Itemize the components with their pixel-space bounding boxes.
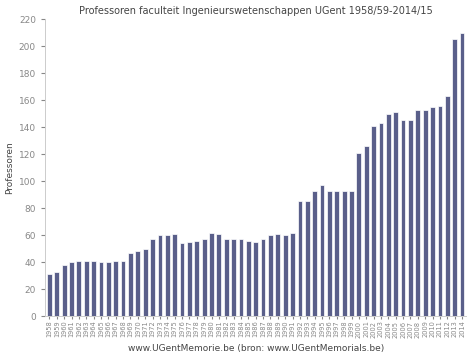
Bar [209, 233, 214, 316]
Bar [180, 243, 185, 316]
Bar [312, 191, 317, 316]
Bar [231, 239, 236, 316]
Bar [106, 262, 111, 316]
Bar [187, 242, 192, 316]
Bar [47, 274, 52, 316]
Bar [217, 234, 221, 316]
Bar [194, 241, 199, 316]
Bar [238, 239, 244, 316]
Bar [386, 114, 391, 316]
Bar [165, 235, 170, 316]
Bar [135, 252, 140, 316]
Bar [364, 146, 369, 316]
Bar [430, 107, 435, 316]
Bar [121, 261, 126, 316]
Bar [356, 153, 361, 316]
Bar [438, 106, 442, 316]
Bar [276, 234, 280, 316]
Bar [408, 120, 413, 316]
Bar [84, 261, 89, 316]
Title: Professoren faculteit Ingenieurswetenschappen UGent 1958/59-2014/15: Professoren faculteit Ingenieurswetensch… [79, 5, 433, 15]
Bar [415, 109, 420, 316]
Bar [423, 109, 428, 316]
Bar [305, 201, 310, 316]
Bar [460, 33, 464, 316]
Bar [143, 249, 148, 316]
Bar [99, 262, 103, 316]
Bar [290, 233, 295, 316]
Bar [54, 272, 59, 316]
Y-axis label: Professoren: Professoren [6, 141, 15, 194]
Bar [393, 112, 398, 316]
Bar [327, 191, 332, 316]
Bar [202, 239, 207, 316]
Bar [283, 235, 287, 316]
X-axis label: www.UGentMemorie.be (bron: www.UGentMemorials.be): www.UGentMemorie.be (bron: www.UGentMemo… [127, 344, 384, 354]
Bar [371, 126, 376, 316]
Bar [158, 235, 162, 316]
Bar [401, 120, 405, 316]
Bar [261, 239, 265, 316]
Bar [246, 241, 251, 316]
Bar [253, 242, 258, 316]
Bar [320, 185, 324, 316]
Bar [379, 123, 383, 316]
Bar [445, 96, 450, 316]
Bar [334, 191, 339, 316]
Bar [69, 262, 74, 316]
Bar [91, 261, 96, 316]
Bar [172, 234, 177, 316]
Bar [62, 265, 67, 316]
Bar [342, 191, 346, 316]
Bar [224, 239, 228, 316]
Bar [76, 261, 81, 316]
Bar [268, 235, 273, 316]
Bar [452, 39, 457, 316]
Bar [128, 253, 133, 316]
Bar [297, 201, 303, 316]
Bar [349, 191, 354, 316]
Bar [113, 261, 118, 316]
Bar [150, 239, 155, 316]
